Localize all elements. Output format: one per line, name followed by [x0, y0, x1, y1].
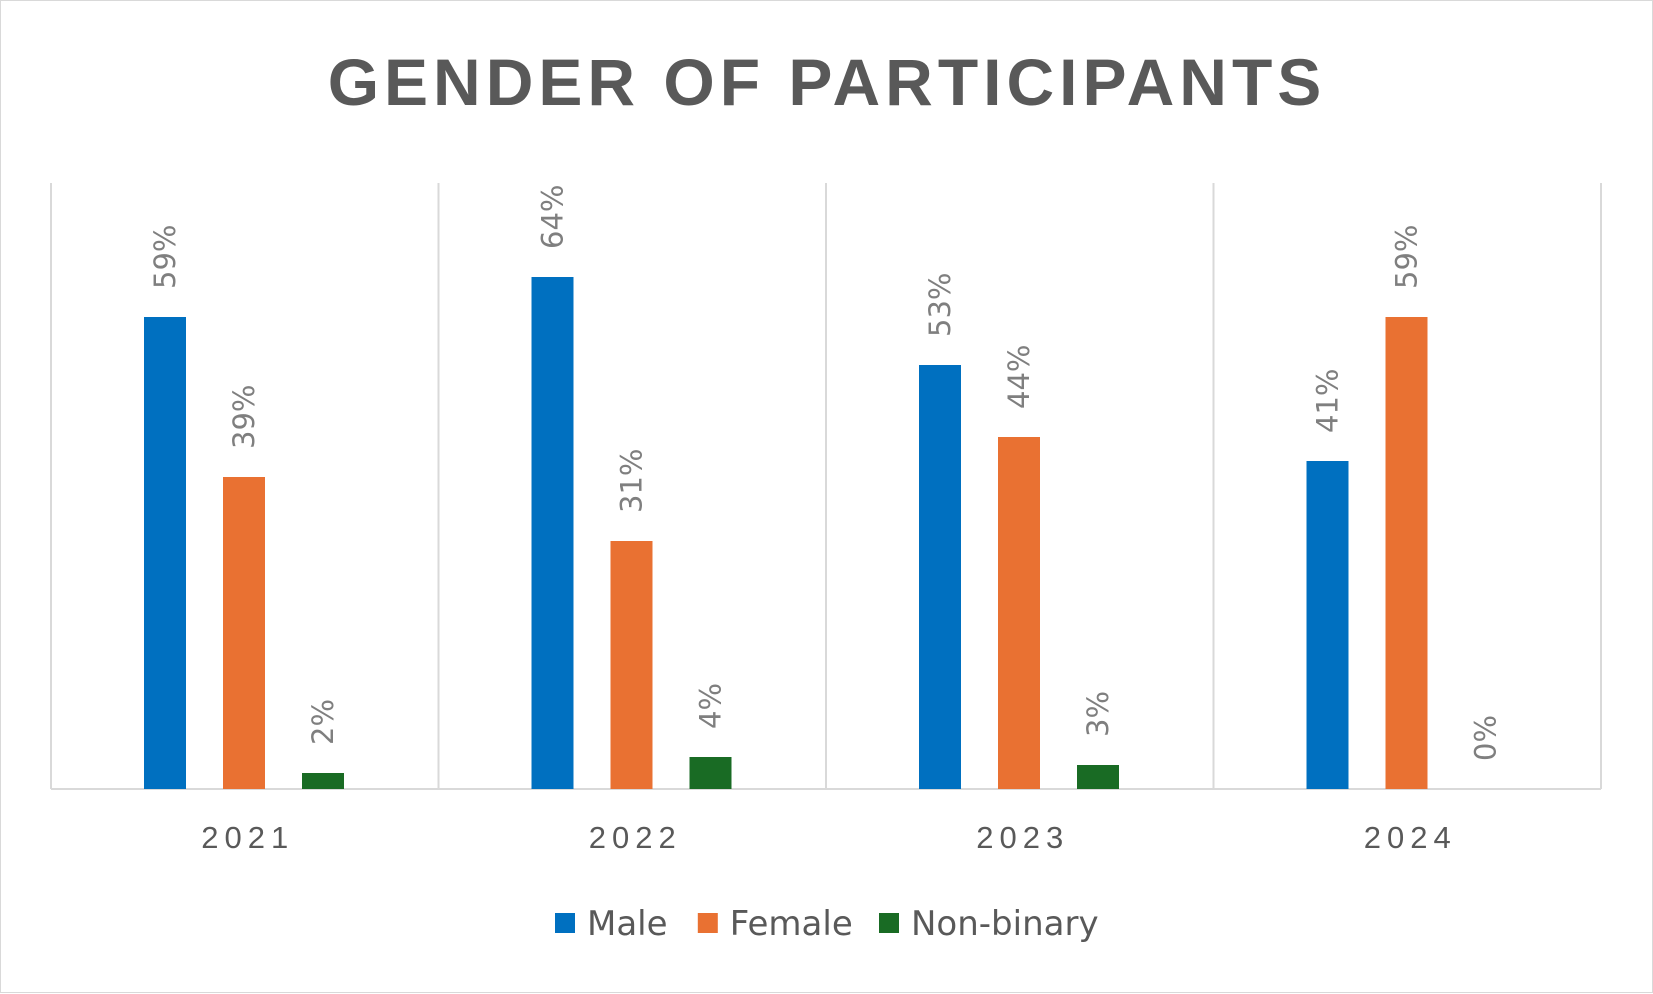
data-label-non-binary-2023: 3% — [1081, 691, 1115, 737]
data-label-female-2023: 44% — [1002, 345, 1036, 409]
bar-male-2023 — [919, 365, 961, 789]
legend: Male Female Non-binary — [555, 904, 1099, 944]
bar-female-2022 — [610, 541, 653, 789]
chart-title: GENDER OF PARTICIPANTS — [328, 45, 1327, 119]
data-label-female-2024: 59% — [1390, 225, 1424, 289]
data-label-non-binary-2024: 0% — [1469, 715, 1503, 761]
bar-non-binary-2022 — [689, 757, 732, 789]
data-label-non-binary-2022: 4% — [694, 683, 728, 729]
data-label-male-2023: 53% — [923, 273, 957, 337]
bar-male-2021 — [144, 317, 186, 789]
legend-swatch-female — [697, 913, 718, 933]
bar-male-2024 — [1306, 461, 1349, 789]
bar-non-binary-2023 — [1077, 765, 1119, 789]
x-tick-label-2022: 2022 — [589, 820, 682, 855]
legend-label-non-binary: Non-binary — [911, 904, 1099, 944]
bar-male-2022 — [531, 277, 574, 789]
data-label-non-binary-2021: 2% — [306, 699, 340, 745]
legend-swatch-non-binary — [879, 913, 899, 933]
data-label-male-2022: 64% — [536, 185, 570, 249]
bar-female-2023 — [998, 437, 1040, 789]
x-tick-label-2021: 2021 — [201, 820, 294, 855]
data-label-female-2021: 39% — [227, 385, 261, 449]
x-tick-label-2023: 2023 — [976, 820, 1069, 855]
x-tick-label-2024: 2024 — [1364, 820, 1457, 855]
legend-label-female: Female — [730, 904, 853, 944]
data-label-male-2021: 59% — [148, 225, 182, 289]
bar-non-binary-2021 — [302, 773, 344, 789]
bar-female-2024 — [1385, 317, 1428, 789]
legend-label-male: Male — [587, 904, 668, 944]
data-label-male-2024: 41% — [1311, 369, 1345, 433]
legend-swatch-male — [555, 913, 575, 933]
plot-area: 59% 39% 2% 2021 64% 31% 4% 2022 53% 44% 3% 2023 41% 5… — [50, 183, 1602, 855]
data-label-female-2022: 31% — [615, 449, 649, 513]
bar-female-2021 — [223, 477, 265, 789]
